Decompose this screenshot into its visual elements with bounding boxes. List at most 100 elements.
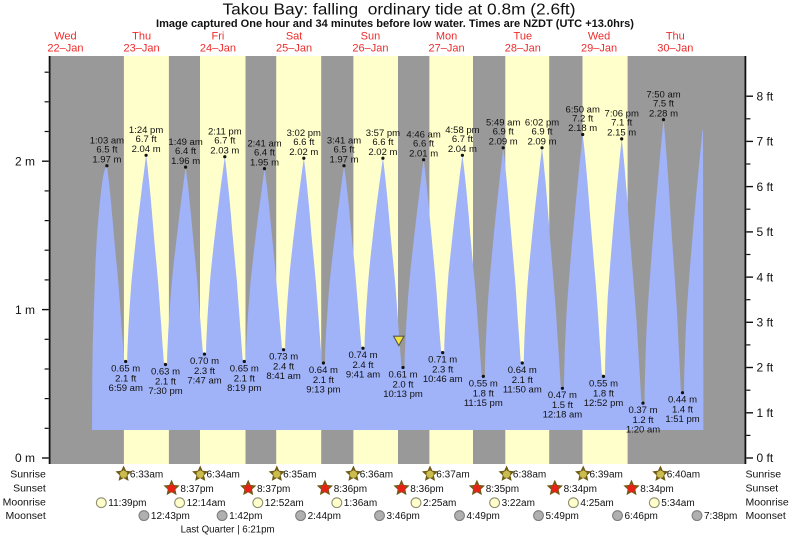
svg-text:2.1 ft: 2.1 ft xyxy=(512,375,533,386)
svg-text:Thu: Thu xyxy=(132,31,151,43)
svg-text:2.1 ft: 2.1 ft xyxy=(234,373,255,384)
svg-text:Tue: Tue xyxy=(514,31,533,43)
svg-text:8:34pm: 8:34pm xyxy=(564,484,597,495)
svg-text:Sunrise: Sunrise xyxy=(746,469,782,481)
svg-text:6:35am: 6:35am xyxy=(283,470,316,481)
svg-text:5:49pm: 5:49pm xyxy=(546,511,579,522)
svg-text:11:39pm: 11:39pm xyxy=(108,498,146,509)
svg-text:Sun: Sun xyxy=(361,31,381,43)
svg-text:8:36pm: 8:36pm xyxy=(334,484,367,495)
svg-text:1:42pm: 1:42pm xyxy=(229,511,262,522)
svg-text:6:37am: 6:37am xyxy=(436,470,469,481)
svg-text:2:41 am: 2:41 am xyxy=(247,138,281,149)
svg-text:0.65 m: 0.65 m xyxy=(230,363,259,374)
svg-text:3:41 am: 3:41 am xyxy=(327,136,361,147)
svg-text:0.70 m: 0.70 m xyxy=(190,356,219,367)
svg-text:23–Jan: 23–Jan xyxy=(124,43,160,55)
svg-text:1.97 m: 1.97 m xyxy=(92,154,121,165)
svg-text:6:02 pm: 6:02 pm xyxy=(525,118,559,129)
svg-text:12:52am: 12:52am xyxy=(265,498,304,509)
svg-text:22–Jan: 22–Jan xyxy=(47,43,83,55)
svg-text:28–Jan: 28–Jan xyxy=(505,43,541,55)
svg-text:6.4 ft: 6.4 ft xyxy=(175,146,196,157)
svg-text:12:18 am: 12:18 am xyxy=(543,410,583,421)
svg-text:5:49 am: 5:49 am xyxy=(486,118,520,129)
svg-text:2.3 ft: 2.3 ft xyxy=(432,365,453,376)
svg-text:7:30 pm: 7:30 pm xyxy=(148,386,182,397)
svg-text:Mon: Mon xyxy=(436,31,457,43)
svg-text:2.1 ft: 2.1 ft xyxy=(115,373,136,384)
svg-text:8:19 pm: 8:19 pm xyxy=(227,383,261,394)
svg-text:2.0 ft: 2.0 ft xyxy=(392,379,413,390)
svg-text:1:36am: 1:36am xyxy=(344,498,377,509)
svg-text:0.65 m: 0.65 m xyxy=(111,363,140,374)
svg-text:1.97 m: 1.97 m xyxy=(329,154,358,165)
svg-text:8:36pm: 8:36pm xyxy=(410,484,443,495)
svg-text:1.8 ft: 1.8 ft xyxy=(473,388,494,399)
svg-text:9:41 am: 9:41 am xyxy=(346,370,380,381)
svg-text:4:49pm: 4:49pm xyxy=(467,511,500,522)
svg-text:6.6 ft: 6.6 ft xyxy=(413,139,434,150)
svg-text:2.15 m: 2.15 m xyxy=(607,128,636,139)
svg-text:9:13 pm: 9:13 pm xyxy=(306,384,340,395)
svg-text:3:57 pm: 3:57 pm xyxy=(366,128,400,139)
svg-text:0.61 m: 0.61 m xyxy=(388,369,417,380)
svg-text:2.1 ft: 2.1 ft xyxy=(155,376,176,387)
svg-text:1.5 ft: 1.5 ft xyxy=(552,400,573,411)
svg-text:Sunset: Sunset xyxy=(13,482,46,494)
svg-text:11:15 pm: 11:15 pm xyxy=(464,398,503,409)
svg-text:29–Jan: 29–Jan xyxy=(581,43,617,55)
svg-text:1:03 am: 1:03 am xyxy=(90,136,124,147)
svg-text:7.2 ft: 7.2 ft xyxy=(572,113,593,124)
svg-text:1:49 am: 1:49 am xyxy=(168,137,202,148)
svg-text:1.8 ft: 1.8 ft xyxy=(593,388,614,399)
svg-text:6.7 ft: 6.7 ft xyxy=(214,136,235,147)
svg-text:Moonset: Moonset xyxy=(746,510,786,522)
svg-text:7:06 pm: 7:06 pm xyxy=(605,109,639,120)
svg-text:6.5 ft: 6.5 ft xyxy=(333,145,354,156)
svg-text:1.2 ft: 1.2 ft xyxy=(632,415,653,426)
svg-text:6.7 ft: 6.7 ft xyxy=(452,134,473,145)
svg-text:1:20 am: 1:20 am xyxy=(626,425,660,436)
svg-text:2.01 m: 2.01 m xyxy=(409,148,438,159)
svg-text:Moonrise: Moonrise xyxy=(3,497,46,509)
svg-text:2 ft: 2 ft xyxy=(757,361,774,375)
svg-text:8:37pm: 8:37pm xyxy=(257,484,290,495)
svg-text:6.7 ft: 6.7 ft xyxy=(136,134,157,145)
svg-text:27–Jan: 27–Jan xyxy=(429,43,465,55)
svg-text:11:50 am: 11:50 am xyxy=(503,384,542,395)
svg-text:Moonrise: Moonrise xyxy=(746,497,789,509)
svg-text:0.71 m: 0.71 m xyxy=(428,355,457,366)
svg-text:3:02 pm: 3:02 pm xyxy=(287,128,321,139)
svg-text:7:38pm: 7:38pm xyxy=(704,511,737,522)
svg-text:6.5 ft: 6.5 ft xyxy=(96,145,117,156)
svg-text:2.4 ft: 2.4 ft xyxy=(352,360,373,371)
svg-text:0 ft: 0 ft xyxy=(757,451,774,465)
svg-text:6:33am: 6:33am xyxy=(130,470,163,481)
svg-text:Moonset: Moonset xyxy=(6,510,46,522)
svg-text:1.4 ft: 1.4 ft xyxy=(672,405,693,416)
svg-text:1 m: 1 m xyxy=(15,303,35,317)
svg-text:1 ft: 1 ft xyxy=(757,406,774,420)
svg-text:0.64 m: 0.64 m xyxy=(508,365,537,376)
svg-text:3 ft: 3 ft xyxy=(757,316,774,330)
svg-text:6:46pm: 6:46pm xyxy=(625,511,658,522)
svg-text:5:34am: 5:34am xyxy=(661,498,694,509)
svg-text:Image captured One hour and 34: Image captured One hour and 34 minutes b… xyxy=(156,18,634,30)
svg-text:2.1 ft: 2.1 ft xyxy=(313,375,334,386)
svg-text:2.03 m: 2.03 m xyxy=(210,145,239,156)
svg-text:0.37 m: 0.37 m xyxy=(628,405,657,416)
svg-text:Thu: Thu xyxy=(666,31,685,43)
svg-text:2.28 m: 2.28 m xyxy=(649,108,678,119)
svg-text:2.3 ft: 2.3 ft xyxy=(194,366,215,377)
svg-text:2.18 m: 2.18 m xyxy=(568,123,597,134)
svg-text:7.1 ft: 7.1 ft xyxy=(611,118,632,129)
svg-text:7 ft: 7 ft xyxy=(757,135,774,149)
svg-text:4:58 pm: 4:58 pm xyxy=(445,125,479,136)
svg-text:2.04 m: 2.04 m xyxy=(448,144,477,155)
svg-text:10:46 am: 10:46 am xyxy=(423,374,463,385)
svg-text:0.55 m: 0.55 m xyxy=(469,378,498,389)
svg-text:0.44 m: 0.44 m xyxy=(668,395,697,406)
svg-text:2.04 m: 2.04 m xyxy=(132,144,161,155)
svg-text:26–Jan: 26–Jan xyxy=(352,43,388,55)
